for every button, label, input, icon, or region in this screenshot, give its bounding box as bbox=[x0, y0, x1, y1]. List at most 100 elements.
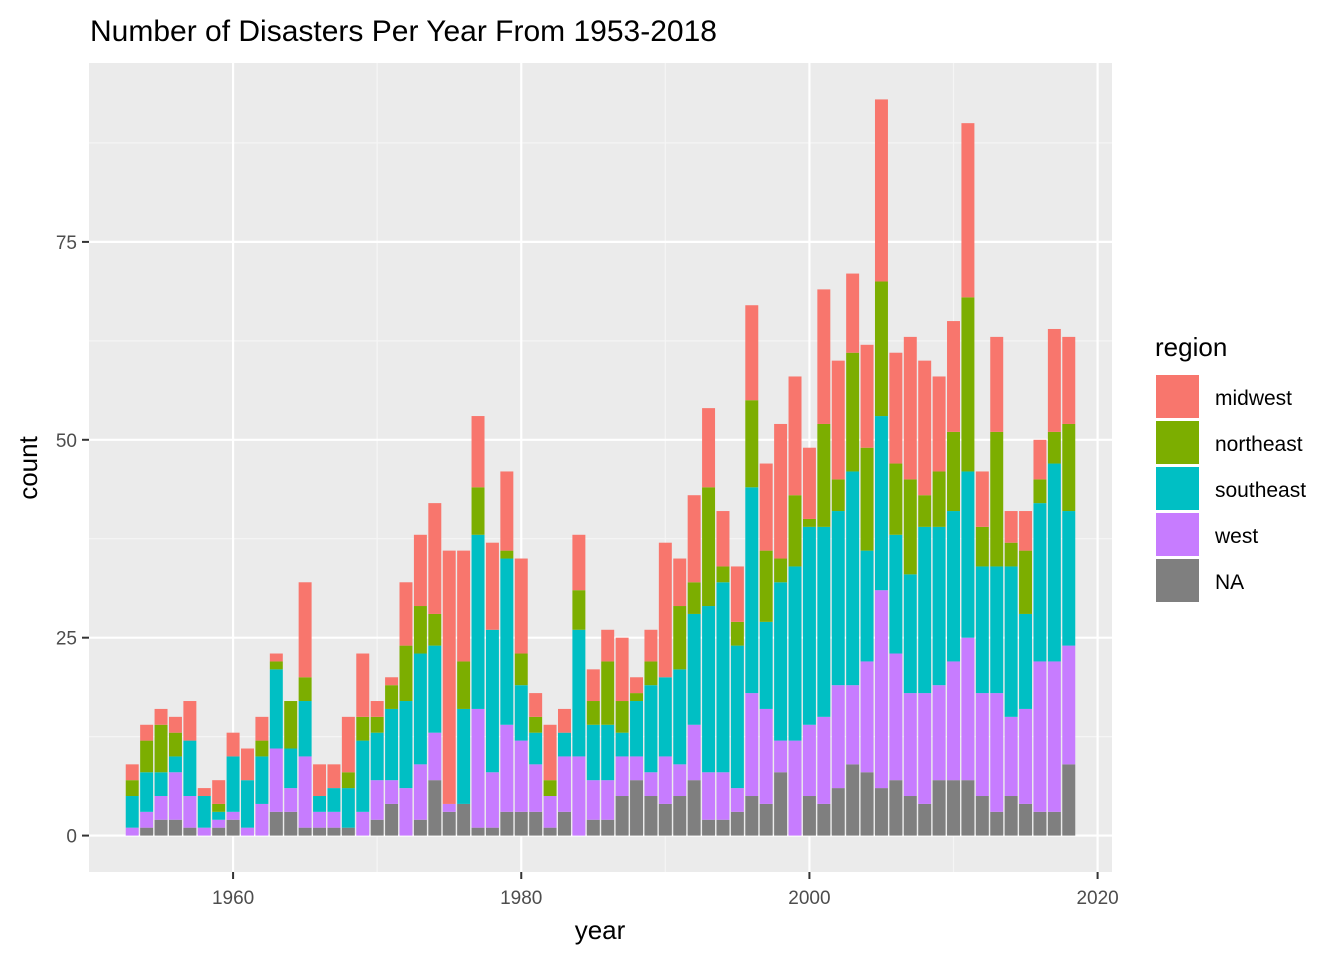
bar-1965-midwest bbox=[298, 582, 312, 678]
bar-1985-southeast bbox=[586, 724, 600, 781]
bar-1976-na bbox=[457, 803, 471, 836]
bar-2000-na bbox=[802, 796, 816, 836]
bar-2008-northeast bbox=[918, 495, 932, 527]
bar-1966-midwest bbox=[313, 764, 327, 796]
bar-2004-na bbox=[860, 772, 874, 836]
bar-1971-na bbox=[385, 803, 399, 836]
bar-1961-west bbox=[241, 827, 254, 836]
bar-1957-west bbox=[183, 796, 197, 828]
bar-1981-na bbox=[529, 811, 543, 836]
bar-1996-na bbox=[745, 796, 759, 836]
bar-2004-west bbox=[860, 661, 874, 773]
bar-1954-northeast bbox=[140, 740, 154, 773]
bar-2005-west bbox=[874, 590, 888, 789]
bar-1993-na bbox=[702, 819, 716, 836]
bar-1974-west bbox=[428, 732, 442, 781]
bar-1957-na bbox=[183, 827, 197, 836]
bar-1994-midwest bbox=[716, 511, 730, 567]
bar-2018-west bbox=[1062, 645, 1076, 765]
bar-2010-northeast bbox=[947, 431, 960, 512]
bar-1980-na bbox=[514, 811, 528, 836]
bar-1997-southeast bbox=[759, 621, 773, 709]
bar-1972-midwest bbox=[399, 582, 413, 646]
legend-label-west: west bbox=[1214, 525, 1258, 548]
bar-1995-southeast bbox=[730, 645, 744, 789]
legend-key-na bbox=[1156, 559, 1199, 602]
bar-1996-southeast bbox=[745, 487, 759, 694]
y-tick-label: 75 bbox=[56, 233, 77, 254]
bar-1974-midwest bbox=[428, 503, 442, 614]
bar-1976-northeast bbox=[457, 661, 471, 709]
bar-2004-northeast bbox=[860, 447, 874, 551]
bar-1987-midwest bbox=[615, 637, 629, 702]
bar-2011-midwest bbox=[961, 123, 975, 298]
bar-1977-midwest bbox=[471, 416, 485, 488]
y-tick-label: 25 bbox=[56, 629, 77, 650]
bar-1955-na bbox=[154, 819, 168, 836]
bar-1960-midwest bbox=[226, 732, 240, 757]
bar-1991-northeast bbox=[673, 606, 687, 670]
y-axis-title: count bbox=[13, 435, 43, 499]
bar-1992-na bbox=[687, 780, 701, 836]
legend: region midwest northeast southeast west NA bbox=[1155, 332, 1306, 602]
bar-2011-na bbox=[961, 780, 975, 836]
bar-1998-southeast bbox=[774, 582, 788, 741]
bar-2001-southeast bbox=[817, 526, 831, 717]
bar-1968-midwest bbox=[341, 716, 355, 773]
bar-1958-midwest bbox=[197, 788, 211, 797]
bar-1970-midwest bbox=[370, 701, 384, 717]
bar-2017-west bbox=[1047, 661, 1061, 812]
bar-2007-northeast bbox=[903, 479, 917, 575]
bar-2015-west bbox=[1019, 708, 1033, 804]
bar-1985-midwest bbox=[586, 669, 600, 702]
bar-1959-midwest bbox=[212, 780, 226, 804]
bar-1997-west bbox=[759, 708, 773, 804]
bar-1967-west bbox=[327, 811, 341, 828]
bar-1992-southeast bbox=[687, 613, 701, 725]
bar-2012-na bbox=[975, 796, 989, 836]
bar-1988-midwest bbox=[630, 677, 644, 694]
bar-1993-west bbox=[702, 772, 716, 820]
bar-1978-midwest bbox=[485, 542, 499, 630]
bar-1981-midwest bbox=[529, 693, 543, 717]
bar-1972-southeast bbox=[399, 701, 413, 789]
bar-1985-na bbox=[586, 819, 600, 836]
bar-1993-northeast bbox=[702, 487, 716, 607]
bar-2003-na bbox=[846, 764, 860, 836]
legend-key-west bbox=[1156, 513, 1199, 556]
bar-2011-west bbox=[961, 637, 975, 781]
bar-2005-southeast bbox=[874, 416, 888, 591]
x-tick-label: 1980 bbox=[500, 888, 542, 909]
bar-2018-southeast bbox=[1062, 511, 1076, 646]
bar-1992-midwest bbox=[687, 495, 701, 583]
bar-1969-midwest bbox=[356, 653, 370, 717]
bar-1983-southeast bbox=[558, 732, 571, 757]
bar-2013-northeast bbox=[990, 431, 1004, 567]
bar-2002-southeast bbox=[831, 511, 845, 686]
bar-1981-west bbox=[529, 764, 543, 812]
bar-1963-na bbox=[269, 811, 283, 836]
bar-2006-midwest bbox=[889, 352, 903, 464]
bar-1979-na bbox=[500, 811, 514, 836]
bar-2002-na bbox=[831, 788, 845, 836]
bar-1988-southeast bbox=[630, 701, 644, 757]
bar-2014-northeast bbox=[1004, 542, 1018, 567]
bar-1964-southeast bbox=[284, 748, 298, 789]
bar-1980-midwest bbox=[514, 558, 528, 654]
bar-1984-southeast bbox=[572, 629, 586, 757]
bar-1979-southeast bbox=[500, 558, 514, 725]
bar-1986-southeast bbox=[601, 724, 615, 781]
bar-1997-northeast bbox=[759, 550, 773, 622]
bar-1995-west bbox=[730, 788, 744, 812]
bar-1964-na bbox=[284, 811, 298, 836]
bar-1962-west bbox=[255, 803, 269, 836]
bar-2000-southeast bbox=[802, 526, 816, 725]
bar-2008-west bbox=[918, 693, 932, 804]
bar-1969-northeast bbox=[356, 716, 370, 741]
bar-1970-na bbox=[370, 819, 384, 836]
bar-1973-midwest bbox=[413, 534, 427, 607]
bar-1982-northeast bbox=[543, 780, 557, 797]
bar-1990-na bbox=[658, 803, 672, 836]
bar-1989-west bbox=[644, 772, 658, 797]
bar-2010-west bbox=[947, 661, 960, 781]
